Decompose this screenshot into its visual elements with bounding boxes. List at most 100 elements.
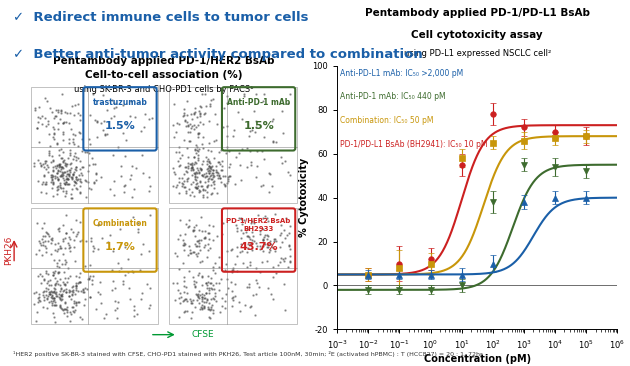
Point [255,228,265,234]
Point [181,284,191,290]
Point [246,303,256,309]
Point [91,118,101,124]
Point [206,97,216,103]
Point [205,148,215,154]
Point [211,280,221,286]
Point [106,287,117,293]
Point [197,305,207,311]
Point [188,111,198,117]
Point [64,293,74,299]
Point [252,148,262,154]
Point [85,112,95,118]
Point [58,130,68,135]
Point [40,243,50,249]
Point [265,238,275,244]
Point [235,162,245,168]
Point [124,285,134,291]
Point [85,262,95,268]
Point [189,154,199,160]
Point [197,274,207,280]
Point [193,250,203,255]
Point [60,299,70,305]
Point [55,166,66,172]
Point [197,295,207,300]
Point [68,229,78,235]
Point [67,103,77,109]
Point [195,170,205,176]
Point [49,314,59,320]
Point [267,244,277,250]
Point [56,244,66,250]
Point [119,183,129,189]
Point [144,305,154,311]
Point [194,237,204,243]
Point [62,307,72,313]
Point [96,120,106,126]
Point [208,223,218,229]
Point [49,272,59,278]
Point [68,283,78,289]
Text: Pentambody applied PD-1/HER2 BsAb: Pentambody applied PD-1/HER2 BsAb [53,56,275,66]
Point [195,306,205,311]
Point [189,227,199,233]
Point [66,191,76,197]
Point [28,160,38,166]
Point [80,296,90,302]
Point [260,213,270,219]
Point [224,148,234,154]
Point [252,243,262,249]
Point [53,176,63,182]
Point [60,300,70,306]
Point [49,295,59,300]
Point [129,303,139,309]
Point [264,189,274,195]
Point [275,244,285,250]
Point [244,259,255,265]
Text: 43.7%: 43.7% [239,242,278,252]
Point [186,315,197,321]
Point [103,239,113,245]
Point [52,259,62,265]
Point [192,292,202,298]
Point [200,235,210,241]
Point [243,145,253,151]
Point [181,190,191,195]
Point [188,168,198,173]
Point [180,117,190,123]
Point [96,174,106,180]
Point [202,158,212,164]
Point [87,281,97,287]
Point [195,165,205,171]
Point [50,113,60,119]
Point [183,186,193,192]
Point [240,302,250,308]
Point [178,289,188,295]
Point [193,168,203,173]
Point [47,237,57,243]
Point [214,264,224,270]
Text: PKH26: PKH26 [4,236,13,265]
Point [256,183,266,188]
Point [182,178,192,184]
Point [249,220,260,226]
Point [60,230,71,236]
Point [210,270,220,276]
Point [71,167,81,173]
Point [175,175,185,180]
Point [188,274,198,280]
Text: CFSE: CFSE [192,330,214,339]
Point [91,178,101,183]
Point [193,238,203,244]
Point [197,258,207,264]
Point [58,120,68,126]
Point [205,168,215,174]
Point [54,257,64,262]
Point [48,194,58,199]
Point [258,237,268,243]
Point [169,169,179,175]
Point [38,294,49,300]
Point [129,307,139,313]
Point [58,307,68,313]
Point [31,251,41,257]
Point [72,231,82,237]
